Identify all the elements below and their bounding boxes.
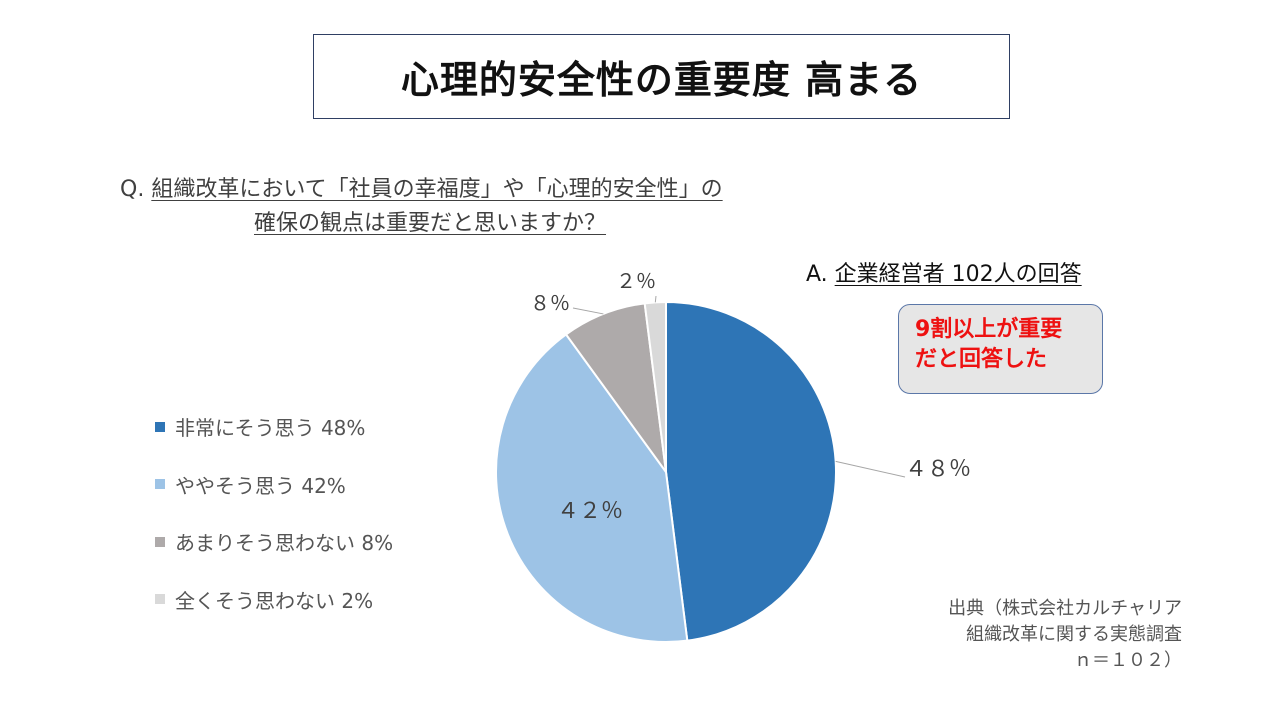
legend-label: 非常にそう思う 48% <box>175 416 366 441</box>
question: Q. 組織改革において「社員の幸福度」や「心理的安全性」の 確保の観点は重要だと… <box>120 173 723 241</box>
leader-line <box>835 460 906 478</box>
question-line-2: 確保の観点は重要だと思いますか？ <box>120 207 723 241</box>
legend-item: 全くそう思わない 2% <box>155 571 393 629</box>
leader-line <box>572 307 604 315</box>
legend-label: ややそう思う 42% <box>175 473 346 498</box>
source-line-1: 出典（株式会社カルチャリア <box>948 598 1182 619</box>
legend-swatch <box>155 421 165 432</box>
legend-item: ややそう思う 42% <box>155 456 393 514</box>
source-line-3: ｎ＝１０２） <box>1074 650 1182 671</box>
title-box: 心理的安全性の重要度 高まる <box>313 34 1010 119</box>
pie-slice <box>665 300 837 642</box>
chart-legend: 非常にそう思う 48% ややそう思う 42% あまりそう思わない 8% 全くそう… <box>155 398 393 628</box>
data-label: ８％ <box>530 291 570 315</box>
data-label: ２％ <box>616 269 656 293</box>
question-prefix: Q. <box>120 177 145 202</box>
legend-swatch <box>155 594 165 605</box>
legend-label: あまりそう思わない 8% <box>175 531 394 556</box>
question-line-1: Q. 組織改革において「社員の幸福度」や「心理的安全性」の <box>120 173 723 207</box>
question-text-1: 組織改革において「社員の幸福度」や「心理的安全性」の <box>151 177 723 202</box>
answer-text: 企業経営者 102人の回答 <box>834 262 1082 287</box>
page-title: 心理的安全性の重要度 高まる <box>400 58 923 102</box>
answer-heading: A. 企業経営者 102人の回答 <box>806 256 1082 288</box>
data-label: ４８％ <box>905 457 971 482</box>
pie-slice <box>643 300 667 473</box>
callout-box: 9割以上が重要 だと回答した <box>898 304 1103 394</box>
legend-label: 全くそう思わない 2% <box>175 588 374 613</box>
data-label: ４２％ <box>557 499 623 524</box>
legend-item: 非常にそう思う 48% <box>155 398 393 456</box>
legend-swatch <box>155 536 165 547</box>
legend-swatch <box>155 479 165 490</box>
callout-line-1: 9割以上が重要 <box>915 317 1063 342</box>
answer-prefix: A. <box>806 262 828 287</box>
callout-line-2: だと回答した <box>915 347 1048 372</box>
leader-line <box>654 295 657 303</box>
legend-item: あまりそう思わない 8% <box>155 513 393 571</box>
pie-slice <box>495 333 689 643</box>
question-text-2: 確保の観点は重要だと思いますか？ <box>254 211 607 236</box>
source-line-2: 組織改革に関する実態調査 <box>966 624 1182 645</box>
source-note: 出典（株式会社カルチャリア 組織改革に関する実態調査 ｎ＝１０２） <box>948 596 1182 674</box>
